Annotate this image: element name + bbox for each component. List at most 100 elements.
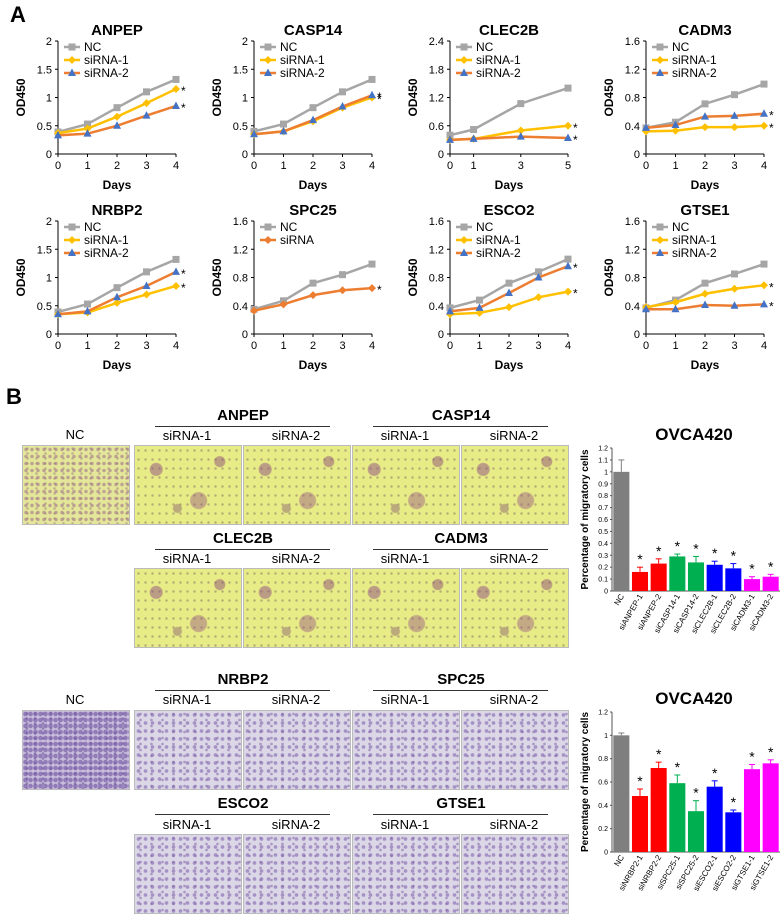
legend-label: siRNA-2 <box>672 246 717 260</box>
micrograph-anpep-1 <box>134 445 242 525</box>
x-tick-label: 4 <box>369 160 375 172</box>
data-point <box>760 281 768 290</box>
data-point <box>142 290 151 299</box>
data-point <box>368 260 376 268</box>
legend-label: siRNA <box>280 233 314 247</box>
group-line-gtse1 <box>373 814 548 815</box>
y-axis-label: OD450 <box>210 78 224 116</box>
legend-marker <box>656 248 664 256</box>
significance-star: * <box>573 133 578 147</box>
micrograph-nrbp2-2 <box>243 710 351 790</box>
x-tick-label: 4 <box>369 340 375 352</box>
y-tick-label: 1.5 <box>233 64 248 76</box>
data-point <box>309 115 317 124</box>
legend-marker <box>68 236 76 244</box>
data-point <box>113 284 121 292</box>
significance-star: * <box>712 765 718 781</box>
y-tick-label: 0 <box>242 329 248 341</box>
y-axis-label: OD450 <box>406 258 420 296</box>
significance-star: * <box>377 283 382 297</box>
sub-spc25-1: siRNA-1 <box>380 692 430 707</box>
nc-label-top: NC <box>65 427 85 442</box>
chart-title-cadm3: CADM3 <box>678 22 731 39</box>
x-axis-label: Days <box>103 178 132 192</box>
bar <box>725 812 742 852</box>
bar <box>706 564 723 591</box>
data-point <box>760 80 768 88</box>
data-point <box>505 303 513 312</box>
legend-marker <box>264 56 272 64</box>
data-point <box>470 126 478 134</box>
y-tick-label: 0.4 <box>625 121 640 133</box>
x-tick-label: 4 <box>173 340 179 352</box>
legend-label: siRNA-1 <box>672 233 717 247</box>
data-point <box>339 88 346 96</box>
bar <box>613 735 630 852</box>
significance-star: * <box>181 101 186 115</box>
group-title-anpep: ANPEP <box>217 407 269 424</box>
x-tick-label: 3 <box>535 340 541 352</box>
data-point <box>505 288 513 297</box>
bar <box>631 796 649 852</box>
data-point <box>172 267 180 275</box>
legend-label: siRNA-1 <box>84 233 129 247</box>
x-tick-label: 4 <box>761 160 767 172</box>
x-tick-label: 1 <box>672 340 678 352</box>
y-tick-label: 0.3 <box>598 553 608 560</box>
significance-star: * <box>769 280 774 294</box>
x-tick-label: 4 <box>761 340 767 352</box>
x-tick-label: 2 <box>310 160 316 172</box>
legend-label: siRNA-2 <box>280 66 325 80</box>
legend-marker <box>460 248 468 256</box>
data-point <box>83 124 92 133</box>
y-tick-label: 0.2 <box>598 565 608 572</box>
significance-star: * <box>749 561 755 577</box>
significance-star: * <box>693 540 699 556</box>
bar <box>631 571 649 591</box>
nc-label-bottom: NC <box>65 692 85 707</box>
y-tick-label: 0.2 <box>598 826 608 833</box>
group-title-clec2b: CLEC2B <box>212 530 273 547</box>
legend-label: NC <box>672 40 690 54</box>
y-tick-label: 0.8 <box>625 273 640 285</box>
data-point <box>113 298 121 307</box>
x-axis-label: Days <box>691 178 720 192</box>
data-point <box>701 123 709 132</box>
data-point <box>280 120 287 128</box>
y-axis-label: Percentage of migratory cells <box>580 449 591 589</box>
y-tick-label: 1 <box>604 733 608 740</box>
bar <box>650 768 667 852</box>
y-tick-label: 0 <box>634 149 640 161</box>
y-tick-label: 0.6 <box>429 121 444 133</box>
y-tick-label: 0.6 <box>598 517 608 524</box>
x-tick-label: 0 <box>643 160 649 172</box>
significance-star: * <box>675 538 681 554</box>
sub-casp14-1: siRNA-1 <box>380 428 430 443</box>
data-point <box>516 126 525 135</box>
chart-title-ovca420: OVCA420 <box>655 425 732 444</box>
series-line-nc <box>449 86 569 137</box>
data-point <box>564 121 572 130</box>
x-axis-label: Days <box>299 178 328 192</box>
y-tick-label: 0.4 <box>233 301 248 313</box>
bar <box>669 556 686 591</box>
y-tick-label: 0.9 <box>598 481 608 488</box>
bar <box>706 786 723 852</box>
y-tick-label: 0.5 <box>37 301 52 313</box>
bar <box>687 811 705 852</box>
line-chart-nrbp2: NRBP2 OD450 Days 0 0.5 1 1.5 2 0 1 2 3 4 NCsiRNA-1siR… <box>14 202 186 372</box>
data-point <box>446 131 454 139</box>
data-point <box>671 120 680 129</box>
legend-marker <box>68 223 76 231</box>
y-tick-label: 0.4 <box>429 301 444 313</box>
data-point <box>339 271 346 279</box>
y-tick-label: 0.8 <box>233 273 248 285</box>
x-tick-label: 2 <box>114 340 120 352</box>
x-tick-label: 0 <box>55 340 61 352</box>
x-tick-label: 2 <box>310 340 316 352</box>
significance-star: * <box>656 543 662 559</box>
data-point <box>731 91 738 99</box>
x-tick-label: 0 <box>55 160 61 172</box>
legend-marker <box>264 68 272 76</box>
